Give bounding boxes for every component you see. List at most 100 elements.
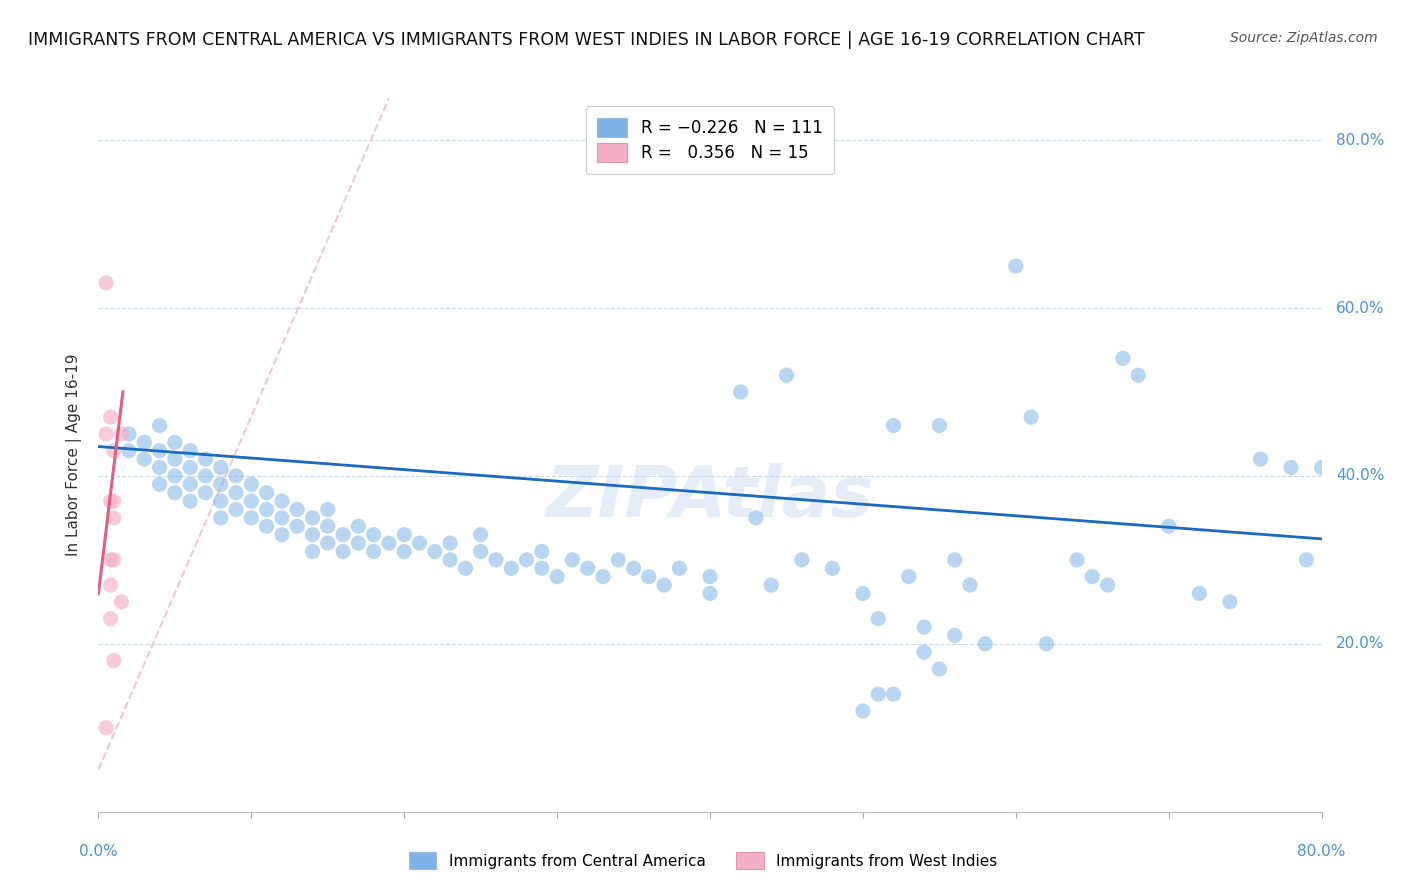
Point: [100, 578, 122, 592]
Point: [1035, 637, 1057, 651]
Text: IMMIGRANTS FROM CENTRAL AMERICA VS IMMIGRANTS FROM WEST INDIES IN LABOR FORCE | : IMMIGRANTS FROM CENTRAL AMERICA VS IMMIG…: [28, 31, 1144, 49]
Point: [485, 553, 508, 567]
Point: [134, 435, 156, 450]
Point: [209, 460, 232, 475]
Point: [301, 527, 323, 541]
Point: [94, 276, 117, 290]
Point: [470, 527, 492, 541]
Point: [240, 477, 263, 491]
Legend: Immigrants from Central America, Immigrants from West Indies: Immigrants from Central America, Immigra…: [404, 846, 1002, 875]
Y-axis label: In Labor Force | Age 16-19: In Labor Force | Age 16-19: [66, 353, 83, 557]
Point: [868, 687, 890, 701]
Point: [1081, 569, 1104, 583]
Point: [100, 410, 122, 425]
Point: [100, 612, 122, 626]
Text: Source: ZipAtlas.com: Source: ZipAtlas.com: [1230, 31, 1378, 45]
Text: 80.0%: 80.0%: [1298, 844, 1346, 859]
Point: [332, 527, 354, 541]
Point: [775, 368, 797, 383]
Point: [270, 511, 292, 525]
Point: [852, 704, 875, 718]
Point: [149, 477, 172, 491]
Text: 40.0%: 40.0%: [1336, 468, 1385, 483]
Point: [316, 519, 339, 533]
Point: [347, 519, 370, 533]
Point: [332, 544, 354, 558]
Point: [392, 544, 416, 558]
Point: [225, 502, 247, 516]
Point: [316, 502, 339, 516]
Point: [134, 452, 156, 467]
Text: 80.0%: 80.0%: [1336, 133, 1385, 147]
Point: [103, 494, 125, 508]
Point: [454, 561, 477, 575]
Point: [225, 469, 247, 483]
Point: [1295, 553, 1317, 567]
Point: [928, 418, 950, 433]
Point: [256, 502, 278, 516]
Point: [118, 426, 141, 441]
Point: [1128, 368, 1150, 383]
Point: [209, 511, 232, 525]
Point: [225, 485, 247, 500]
Point: [652, 578, 675, 592]
Point: [1279, 460, 1302, 475]
Point: [103, 553, 125, 567]
Point: [163, 435, 186, 450]
Point: [194, 452, 217, 467]
Point: [790, 553, 813, 567]
Point: [516, 553, 538, 567]
Point: [110, 595, 132, 609]
Point: [301, 511, 323, 525]
Point: [163, 469, 186, 483]
Point: [1112, 351, 1135, 366]
Point: [256, 485, 278, 500]
Point: [100, 553, 122, 567]
Point: [943, 553, 966, 567]
Point: [285, 502, 308, 516]
Point: [623, 561, 645, 575]
Point: [194, 485, 217, 500]
Point: [103, 654, 125, 668]
Point: [470, 544, 492, 558]
Point: [194, 469, 217, 483]
Legend: R = −0.226   N = 111, R =   0.356   N = 15: R = −0.226 N = 111, R = 0.356 N = 15: [586, 106, 834, 174]
Point: [100, 494, 122, 508]
Point: [163, 452, 186, 467]
Point: [118, 443, 141, 458]
Point: [607, 553, 630, 567]
Point: [501, 561, 523, 575]
Text: ZIPAtlas: ZIPAtlas: [546, 463, 875, 533]
Point: [883, 687, 905, 701]
Point: [149, 418, 172, 433]
Point: [270, 494, 292, 508]
Point: [1019, 410, 1042, 425]
Point: [347, 536, 370, 550]
Point: [1097, 578, 1119, 592]
Point: [530, 544, 553, 558]
Point: [668, 561, 690, 575]
Point: [530, 561, 553, 575]
Point: [179, 460, 201, 475]
Point: [852, 586, 875, 600]
Point: [868, 612, 890, 626]
Point: [423, 544, 446, 558]
Point: [209, 477, 232, 491]
Point: [103, 511, 125, 525]
Point: [163, 485, 186, 500]
Point: [1157, 519, 1180, 533]
Point: [179, 494, 201, 508]
Point: [1188, 586, 1211, 600]
Point: [546, 569, 568, 583]
Point: [103, 443, 125, 458]
Point: [897, 569, 920, 583]
Point: [179, 477, 201, 491]
Point: [240, 511, 263, 525]
Point: [821, 561, 844, 575]
Point: [270, 527, 292, 541]
Point: [392, 527, 416, 541]
Text: 60.0%: 60.0%: [1336, 301, 1385, 316]
Point: [149, 460, 172, 475]
Point: [439, 536, 461, 550]
Point: [561, 553, 583, 567]
